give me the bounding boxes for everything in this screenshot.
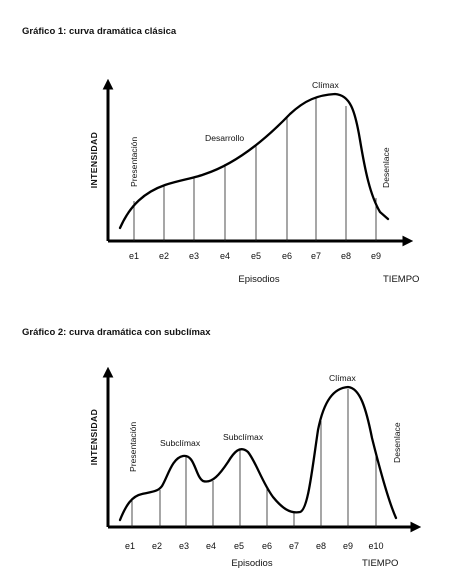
fig1-episode-label: e3	[189, 251, 199, 261]
fig2-subclimax-2-label: Subclímax	[223, 432, 264, 442]
fig2-dramatic-curve	[118, 385, 398, 522]
fig2-episode-lines	[131, 389, 377, 527]
fig1-episode-label: e1	[129, 251, 139, 261]
fig2-time-label: TIEMPO	[362, 558, 398, 569]
fig1-episode-label: e6	[282, 251, 292, 261]
fig2-episode-label: e3	[179, 541, 189, 551]
fig2-episode-label: e4	[206, 541, 216, 551]
fig1-presentacion-label: Presentación	[129, 137, 139, 187]
fig1-episode-labels: e1 e2 e3 e4 e5 e6 e7 e8 e9	[129, 251, 381, 261]
figure-2: INTENSIDAD Presentación Subclímax Subclí…	[89, 366, 422, 569]
fig2-episode-label: e6	[262, 541, 272, 551]
fig1-desarrollo-label: Desarrollo	[205, 133, 244, 143]
fig1-time-label: TIEMPO	[383, 274, 419, 285]
fig2-presentacion-label: Presentación	[128, 422, 138, 472]
fig2-subclimax-1-label: Subclímax	[160, 438, 201, 448]
fig1-x-axis-label: Episodios	[238, 274, 279, 285]
fig1-episode-label: e4	[220, 251, 230, 261]
fig2-x-axis-label: Episodios	[231, 558, 272, 569]
fig2-episode-labels: e1 e2 e3 e4 e5 e6 e7 e8 e9 e10	[125, 541, 384, 551]
fig1-episode-label: e5	[251, 251, 261, 261]
fig1-climax-label: Clímax	[312, 80, 339, 90]
fig2-episode-label: e10	[368, 541, 383, 551]
fig2-episode-label: e9	[343, 541, 353, 551]
fig2-episode-label: e1	[125, 541, 135, 551]
fig1-desenlace-label: Desenlace	[381, 147, 391, 188]
fig1-episode-label: e9	[371, 251, 381, 261]
fig1-dramatic-curve	[118, 92, 390, 230]
fig1-y-axis-label: INTENSIDAD	[89, 132, 99, 189]
fig2-episode-label: e2	[152, 541, 162, 551]
figure-1: INTENSIDAD Presentación Desarrollo Clíma…	[89, 78, 419, 285]
fig1-episode-lines	[133, 98, 377, 241]
fig2-episode-label: e5	[234, 541, 244, 551]
fig1-episode-label: e7	[311, 251, 321, 261]
figure-1-title: Gráfico 1: curva dramática clásica	[22, 26, 177, 37]
fig2-episode-label: e8	[316, 541, 326, 551]
fig2-y-axis-label: INTENSIDAD	[89, 409, 99, 466]
fig1-episode-label: e2	[159, 251, 169, 261]
fig2-climax-label: Clímax	[329, 373, 356, 383]
fig2-episode-label: e7	[289, 541, 299, 551]
fig2-desenlace-label: Desenlace	[392, 422, 402, 463]
fig1-episode-label: e8	[341, 251, 351, 261]
figure-2-title: Gráfico 2: curva dramática con subclímax	[22, 327, 211, 338]
